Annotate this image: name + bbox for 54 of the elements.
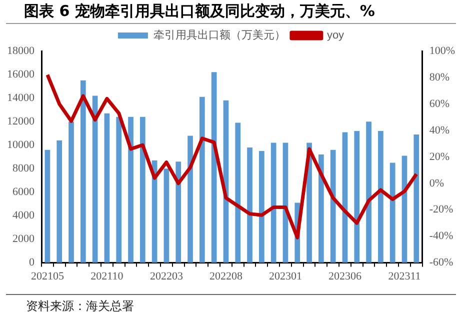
x-tick-label: 202203 xyxy=(150,270,184,282)
y-tick-label: 16000 xyxy=(7,68,35,80)
bar xyxy=(235,122,241,263)
y-tick-label: 14000 xyxy=(7,92,35,104)
legend-label: 牵引用具出口额（万美元） xyxy=(153,28,286,42)
bar xyxy=(44,150,50,263)
bar xyxy=(164,168,170,263)
y2-tick-label: -40% xyxy=(429,230,454,242)
y-tick-label: 8000 xyxy=(12,162,35,175)
legend-label: yoy xyxy=(326,30,345,42)
x-tick-label: 202301 xyxy=(268,270,302,282)
bar xyxy=(128,116,134,263)
bar xyxy=(414,134,420,263)
bar xyxy=(378,131,384,263)
text: 资料来源：海关总署 xyxy=(6,294,456,315)
bar xyxy=(258,151,264,263)
bar xyxy=(176,162,182,263)
y-tick-label: 2000 xyxy=(12,233,35,246)
y2-tick-label: -20% xyxy=(429,204,454,216)
y2-tick-label: 60% xyxy=(429,98,450,110)
y2-tick-label: 0% xyxy=(429,177,444,190)
x-tick-label: 202110 xyxy=(90,270,124,282)
bar xyxy=(80,80,86,263)
y2-tick-label: -60% xyxy=(429,256,454,269)
y-tick-label: 6000 xyxy=(12,186,35,198)
bar xyxy=(318,154,324,263)
bar xyxy=(366,122,372,263)
y2-tick-label: 100% xyxy=(429,44,456,57)
bar xyxy=(342,132,348,263)
y-tick-label: 0 xyxy=(29,256,35,269)
x-tick-label: 202105 xyxy=(30,270,64,282)
bar xyxy=(247,147,252,263)
bar xyxy=(270,142,276,263)
x-tick-label: 202208 xyxy=(209,270,243,282)
bar xyxy=(390,162,396,263)
chart-title: 图表 6 宠物牵引用具出口额及同比变动，万美元、% xyxy=(6,0,456,24)
y2-tick-label: 40% xyxy=(429,124,450,136)
bar xyxy=(56,140,62,263)
bar xyxy=(68,122,74,263)
x-tick-label: 202306 xyxy=(328,270,362,282)
bar xyxy=(140,116,146,263)
bar xyxy=(188,136,193,263)
y-tick-label: 18000 xyxy=(7,44,35,57)
bar xyxy=(104,113,110,263)
bar xyxy=(199,96,205,263)
x-tick-label: 202311 xyxy=(388,270,421,282)
y-tick-label: 10000 xyxy=(7,139,35,152)
bar xyxy=(330,150,336,263)
bar xyxy=(354,131,360,263)
y-tick-label: 4000 xyxy=(12,210,35,222)
y2-tick-label: 20% xyxy=(429,150,450,163)
bar xyxy=(116,116,122,263)
y2-tick-label: 80% xyxy=(429,71,450,84)
y-tick-label: 12000 xyxy=(7,115,35,128)
